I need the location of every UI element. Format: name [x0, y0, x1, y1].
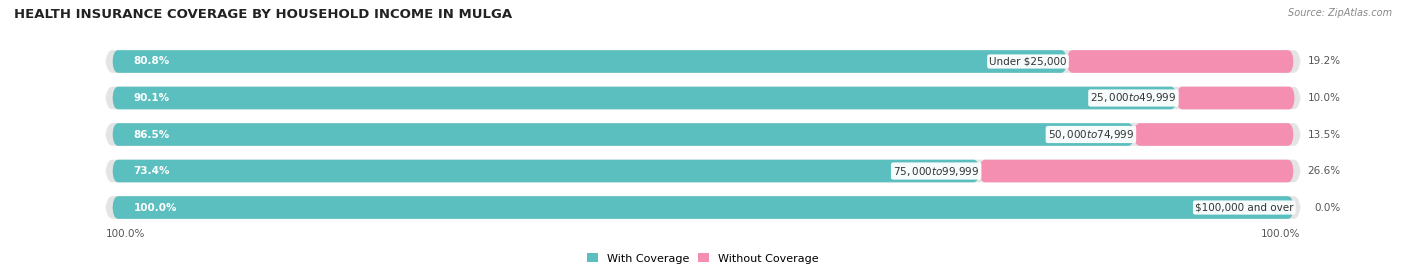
Text: 13.5%: 13.5% [1308, 129, 1341, 140]
Text: Source: ZipAtlas.com: Source: ZipAtlas.com [1288, 8, 1392, 18]
Text: 10.0%: 10.0% [1308, 93, 1340, 103]
Text: 86.5%: 86.5% [134, 129, 170, 140]
FancyBboxPatch shape [980, 160, 1294, 182]
Text: 19.2%: 19.2% [1308, 56, 1341, 66]
FancyBboxPatch shape [112, 196, 1294, 219]
FancyBboxPatch shape [112, 123, 1135, 146]
FancyBboxPatch shape [112, 160, 980, 182]
FancyBboxPatch shape [105, 87, 1301, 109]
FancyBboxPatch shape [1067, 50, 1294, 73]
Text: $100,000 and over: $100,000 and over [1195, 203, 1294, 213]
Text: 100.0%: 100.0% [1261, 229, 1301, 239]
FancyBboxPatch shape [112, 87, 1177, 109]
Legend: With Coverage, Without Coverage: With Coverage, Without Coverage [582, 249, 824, 268]
FancyBboxPatch shape [105, 50, 1301, 73]
Text: Under $25,000: Under $25,000 [990, 56, 1067, 66]
Text: $25,000 to $49,999: $25,000 to $49,999 [1090, 91, 1177, 104]
FancyBboxPatch shape [1135, 123, 1294, 146]
Text: 26.6%: 26.6% [1308, 166, 1341, 176]
Text: $75,000 to $99,999: $75,000 to $99,999 [893, 165, 980, 178]
FancyBboxPatch shape [105, 123, 1301, 146]
Text: 100.0%: 100.0% [134, 203, 177, 213]
Text: 90.1%: 90.1% [134, 93, 170, 103]
FancyBboxPatch shape [1177, 87, 1295, 109]
Text: 73.4%: 73.4% [134, 166, 170, 176]
FancyBboxPatch shape [105, 196, 1301, 219]
Text: $50,000 to $74,999: $50,000 to $74,999 [1047, 128, 1135, 141]
Text: 100.0%: 100.0% [105, 229, 145, 239]
FancyBboxPatch shape [105, 160, 1301, 182]
Text: 0.0%: 0.0% [1315, 203, 1341, 213]
Text: 80.8%: 80.8% [134, 56, 170, 66]
Text: HEALTH INSURANCE COVERAGE BY HOUSEHOLD INCOME IN MULGA: HEALTH INSURANCE COVERAGE BY HOUSEHOLD I… [14, 8, 512, 21]
FancyBboxPatch shape [112, 50, 1067, 73]
